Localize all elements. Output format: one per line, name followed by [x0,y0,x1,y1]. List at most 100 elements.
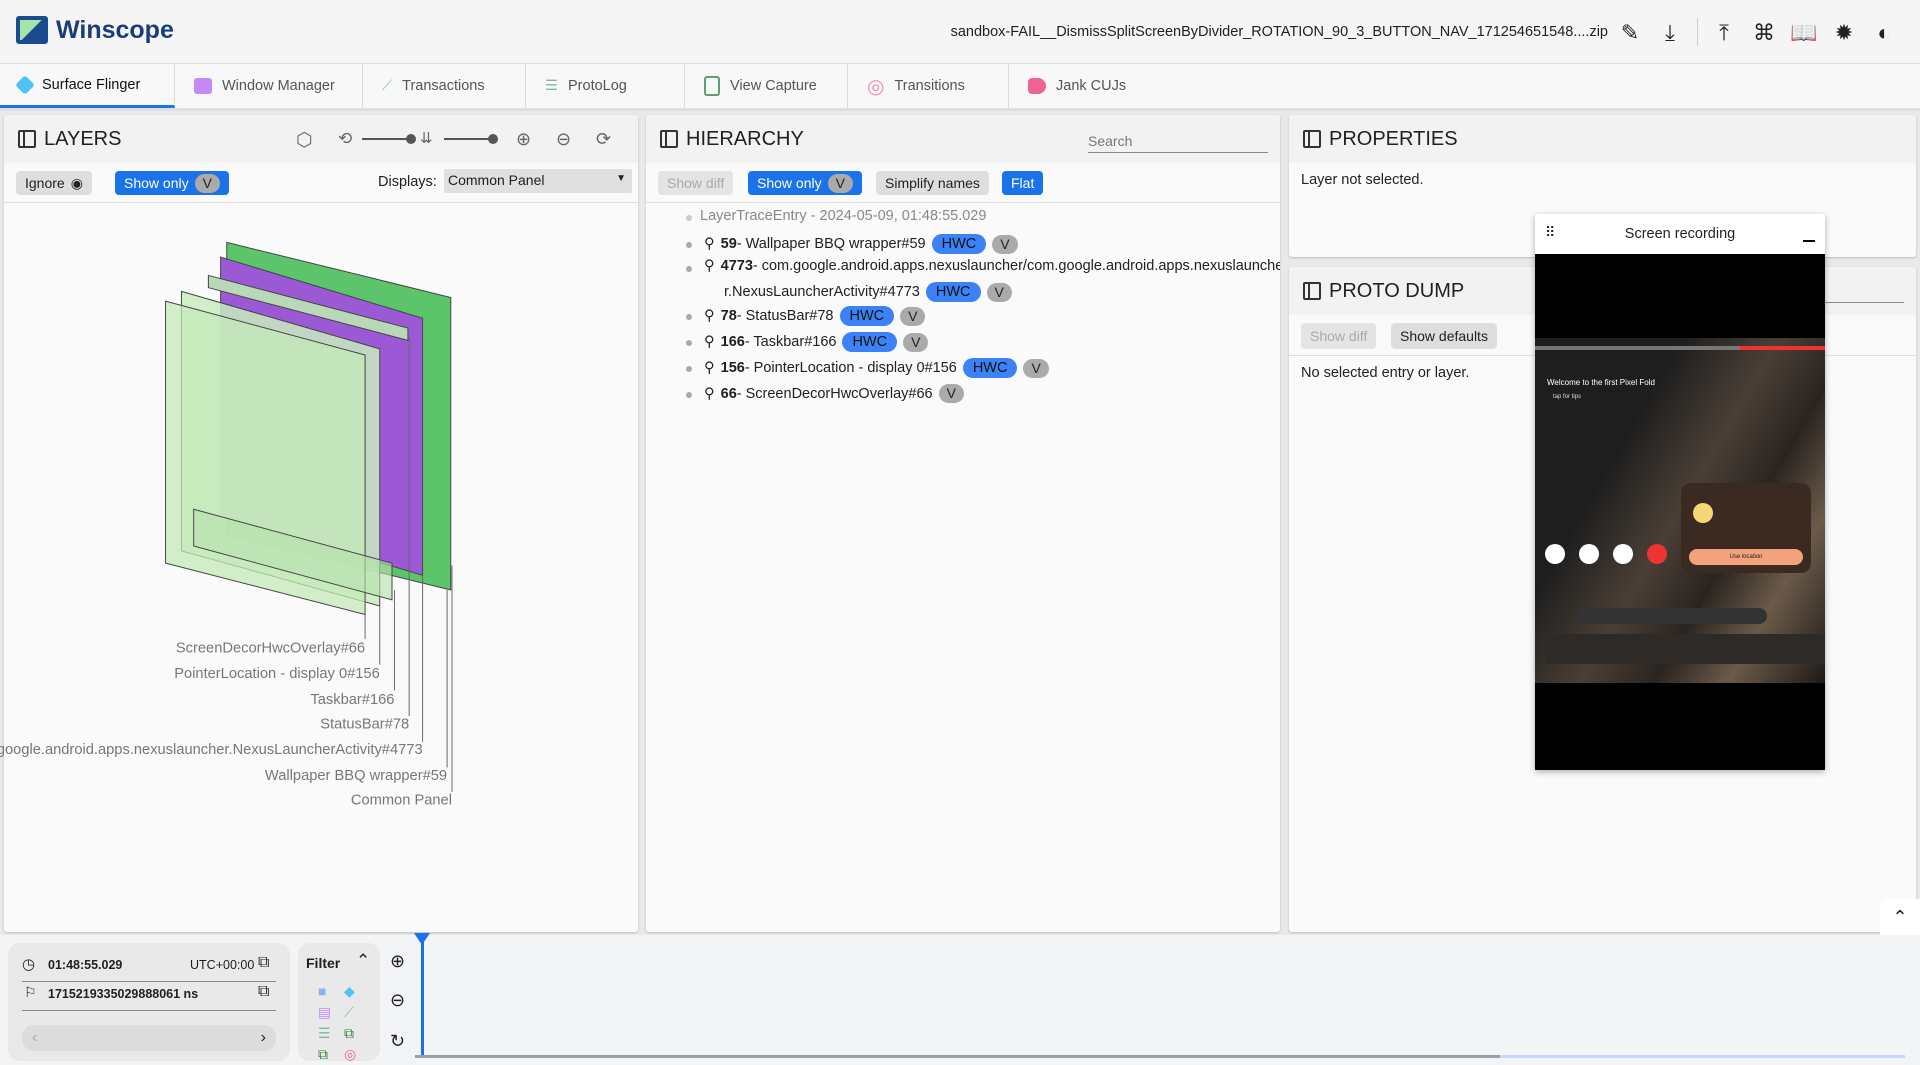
collapse-panel-icon[interactable] [18,130,36,148]
tab-label: Surface Flinger [42,76,141,93]
phone-icon[interactable]: ⧉ [318,1046,328,1062]
tab-label: Transitions [894,78,965,94]
collapse-icon[interactable]: ⌃ [356,951,371,970]
docs-icon[interactable]: 📖 [1790,20,1818,45]
tab-transactions[interactable]: ⟋ Transactions [364,64,526,108]
app-icons [1545,544,1667,564]
pin-icon[interactable]: ⚲ [704,385,715,402]
video-icon[interactable]: ■ [318,983,327,999]
bullet [686,314,692,320]
tree-node[interactable]: ⚲ 66 - ScreenDecorHwcOverlay#66 V [704,384,964,403]
copy-icon[interactable]: ⧉ [258,983,270,1000]
theme-icon[interactable]: ◐ [1877,20,1891,45]
collapse-panel-icon[interactable] [660,130,678,148]
layer-id: 166 [720,334,745,350]
copy-icon[interactable]: ⧉ [258,954,270,971]
timestamp-input[interactable]: 01:48:55.029 [48,958,123,972]
zoom-in-icon[interactable]: ⊕ [390,951,406,971]
pin-icon[interactable]: ⚲ [704,308,715,324]
collapse-panel-icon[interactable] [1303,282,1321,300]
cube-icon[interactable]: ⬡ [296,130,313,151]
tab-label: Jank CUJs [1056,78,1127,94]
divider [1697,18,1698,46]
v-badge: V [903,332,929,352]
tab-protolog[interactable]: ☰ ProtoLog [527,64,685,108]
filter-card: Filter ⌃ ■ ◆ ▤ ⟋ ☰ ⧉ ⧉ ◎ [298,943,380,1062]
bullet [686,215,692,221]
timeline-cursor[interactable] [414,933,430,1055]
tree-node[interactable]: ⚲ 156 - PointerLocation - display 0#156 HW… [704,358,1049,378]
reset-zoom-icon[interactable]: ↻ [390,1031,406,1051]
zoom-out-icon[interactable]: ⊖ [556,129,572,149]
hwc-badge: HWC [839,306,895,326]
download-icon[interactable]: ⤓ [1665,20,1675,45]
collapse-panel-icon[interactable] [1303,130,1321,148]
minimize-icon[interactable] [1803,240,1815,242]
flat-button[interactable]: Flat [1002,171,1044,195]
rotation-slider[interactable] [362,134,416,144]
pin-icon[interactable]: ⚲ [704,334,715,350]
show-only-button[interactable]: Show only V [115,171,229,195]
search-input[interactable] [1088,129,1268,153]
tab-transitions[interactable]: ◎ Transitions [849,64,1009,108]
tree-root[interactable]: LayerTraceEntry - 2024-05-09, 01:48:55.0… [700,208,987,224]
show-only-button[interactable]: Show only V [748,171,862,195]
drag-handle-icon[interactable]: ⠿ [1545,224,1555,240]
ns-input[interactable]: 1715219335029888061 ns [48,987,199,1001]
show-diff-button[interactable]: Show diff [1301,323,1377,349]
bullet [686,242,692,248]
zoom-in-icon[interactable]: ⊕ [516,129,532,149]
chart-icon[interactable]: ⟋ [344,1004,354,1020]
bullet [686,366,692,372]
overlay-title: Screen recording [1624,226,1736,242]
empty-message: No selected entry or layer. [1301,365,1470,381]
tab-surface-flinger[interactable]: Surface Flinger [0,64,175,108]
use-location-button: Use location [1689,549,1803,565]
tab-view-capture[interactable]: View Capture [686,64,848,108]
window-icon[interactable]: ▤ [318,1004,332,1020]
divider [4,202,638,203]
v-badge: V [900,306,926,326]
expand-timeline-icon[interactable]: ⌃ [1880,899,1920,935]
zoom-out-icon[interactable]: ⊖ [390,990,406,1010]
reset-view-icon[interactable]: ⟳ [596,129,612,149]
phone-icon [704,76,720,96]
tab-jank-cujs[interactable]: Jank CUJs [1010,64,1160,108]
transitions-icon[interactable]: ◎ [344,1046,357,1062]
list-icon[interactable]: ☰ [318,1025,331,1041]
displays-select[interactable]: Common Panel ▼ [444,169,632,193]
timeline-scrollbar[interactable] [415,1055,1905,1058]
shortcut-icon[interactable]: ⌘ [1753,20,1775,45]
overlay-header[interactable]: Screen recording [1535,214,1825,254]
tab-window-manager[interactable]: Window Manager [176,64,363,108]
pin-icon[interactable]: ⚲ [704,236,715,252]
show-diff-button[interactable]: Show diff [658,171,734,195]
ignore-button[interactable]: Ignore ◉ [16,171,92,195]
bug-icon[interactable]: ✹ [1834,20,1854,45]
pin-icon[interactable]: ⚲ [704,258,715,274]
rotate-icon[interactable]: ⟲ [338,129,353,148]
tree-node[interactable]: ⚲ 59 - Wallpaper BBQ wrapper#59 HWC V [704,234,1018,254]
edit-icon[interactable]: ✎ [1620,20,1640,45]
pin-icon[interactable]: ⚲ [704,360,715,376]
tree-node[interactable]: ⚲ 4773 - com.google.android.apps.nexuslau… [704,258,1280,274]
empty-message: Layer not selected. [1301,172,1424,188]
hwc-badge: HWC [925,282,981,302]
simplify-names-button[interactable]: Simplify names [876,171,989,195]
prev-entry-icon[interactable]: ‹ [32,1029,38,1046]
timezone: UTC+00:00 [190,958,255,972]
bullet [686,266,692,272]
upload-icon[interactable]: ⤒ [1719,20,1729,45]
layers-icon[interactable]: ◆ [344,983,355,999]
next-entry-icon[interactable]: › [260,1029,266,1046]
phone-icon[interactable]: ⧉ [344,1025,354,1041]
tree-node[interactable]: ⚲ 78 - StatusBar#78 HWC V [704,306,926,326]
spacing-slider[interactable] [444,134,498,144]
panel-title: PROTO DUMP [1329,279,1465,302]
tree-node-continuation[interactable]: r.NexusLauncherActivity#4773 HWC V [724,282,1012,302]
screen-recording-overlay[interactable]: Screen recording ⠿ Welcome to the first … [1535,214,1825,770]
tree-node[interactable]: ⚲ 166 - Taskbar#166 HWC V [704,332,929,352]
filter-label: Filter [306,955,341,971]
divider [646,202,1280,203]
show-defaults-button[interactable]: Show defaults [1391,323,1497,349]
